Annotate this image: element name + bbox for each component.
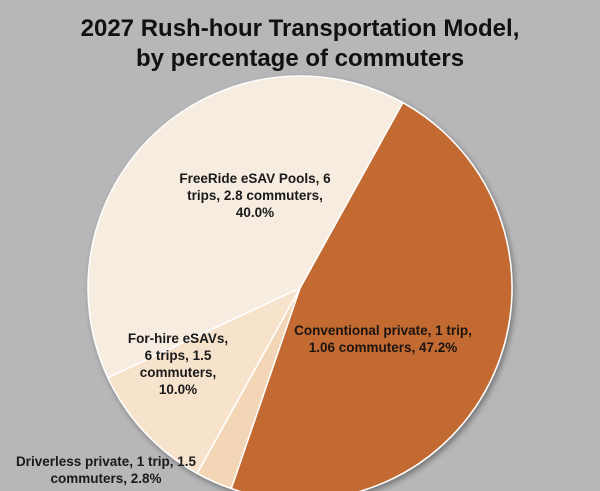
pie-slice-freeride-esav-pools: [87, 75, 404, 379]
pie-slice-conventional-private: [230, 101, 513, 491]
slice-label-conventional-private: Conventional private, 1 trip, 1.06 commu…: [294, 323, 472, 355]
chart-title: 2027 Rush-hour Transportation Model, by …: [0, 14, 600, 74]
slice-label-driverless-private: Driverless private, 1 trip, 1.5 commuter…: [15, 454, 197, 486]
chart-title-line-1: 2027 Rush-hour Transportation Model,: [80, 15, 520, 42]
chart-title-line-2: by percentage of commuters: [135, 45, 465, 72]
pie-slice-for-hire-esavs: [106, 286, 302, 475]
slice-label-for-hire-esavs: For-hire eSAVs, 6 trips, 1.5 commuters, …: [127, 331, 229, 397]
slice-label-freeride-esav-pools: FreeRide eSAV Pools, 6 trips, 2.8 commut…: [179, 171, 331, 220]
